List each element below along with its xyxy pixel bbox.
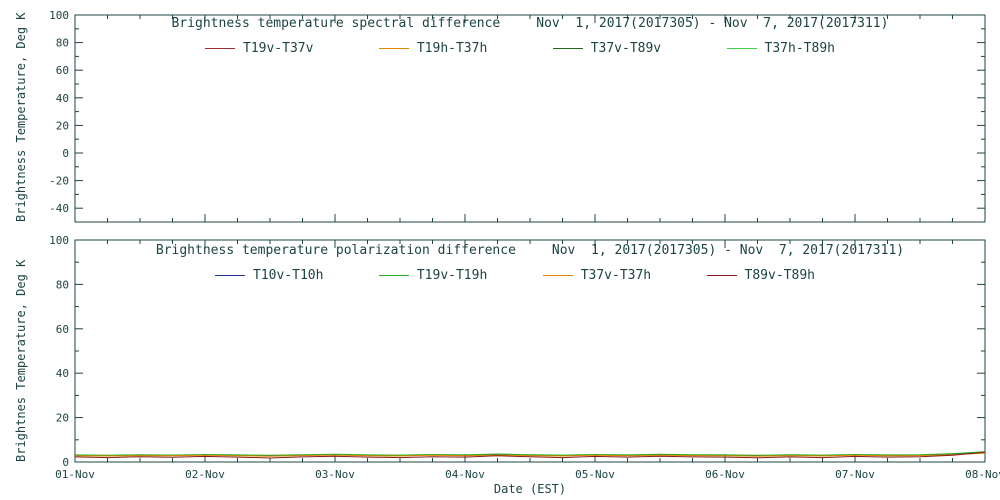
tick-label: 04-Nov bbox=[445, 468, 485, 481]
tick-label: 40 bbox=[56, 92, 69, 105]
legend-label: T19v-T19h bbox=[416, 268, 488, 283]
legend-label: T19h-T37h bbox=[416, 41, 488, 56]
tick-label: 07-Nov bbox=[835, 468, 875, 481]
polarization-chart-title-row: Brightness temperature polarization diff… bbox=[75, 243, 985, 258]
legend-item: T10v-T10h bbox=[215, 268, 323, 283]
tick-label: 02-Nov bbox=[185, 468, 225, 481]
spectral-chart-canvas: -40 -20 0 20 40 60 80 100 bbox=[49, 9, 986, 223]
tick-label: 0 bbox=[62, 456, 69, 469]
tick-label: 80 bbox=[56, 37, 69, 50]
legend-line-swatch bbox=[726, 48, 757, 49]
legend-item: T37h-T89h bbox=[726, 41, 835, 56]
legend-item: T37v-T37h bbox=[542, 268, 652, 283]
x-axis-label: Date (EST) bbox=[493, 482, 567, 496]
legend-line-swatch bbox=[378, 48, 409, 49]
legend-item: T89v-T89h bbox=[706, 268, 815, 283]
legend-label: T37v-T37h bbox=[580, 268, 652, 283]
spectral-chart-title: Brightness temperature spectral differen… bbox=[171, 16, 501, 31]
legend-line-swatch bbox=[205, 48, 235, 49]
tick-label: 40 bbox=[56, 367, 69, 380]
series-line-T37v-T37h bbox=[74, 452, 986, 457]
tick-label: 08-Nov bbox=[965, 468, 1000, 481]
tick-label: 05-Nov bbox=[575, 468, 615, 481]
tick-label: 60 bbox=[56, 323, 69, 336]
polarization-chart-y-axis-label: Brightnes Temperature, Deg K bbox=[14, 259, 28, 462]
spectral-chart-date-range: Nov 1, 2017(2017305) - Nov 7, 2017(20173… bbox=[536, 16, 889, 31]
spectral-chart-legend: T19v-T37v T19h-T37h T37v-T89v T37h-T89h bbox=[205, 41, 835, 56]
polarization-chart-date-range: Nov 1, 2017(2017305) - Nov 7, 2017(20173… bbox=[551, 243, 905, 258]
tick-label: 20 bbox=[56, 119, 69, 132]
tick-label: 100 bbox=[49, 9, 69, 22]
spectral-chart-title-row: Brightness temperature spectral differen… bbox=[75, 16, 985, 31]
tick-label: 60 bbox=[56, 64, 69, 77]
tick-label: 06-Nov bbox=[705, 468, 745, 481]
spectral-chart-y-axis-label: Brightness Temperature, Deg K bbox=[14, 12, 28, 222]
tick-label: -40 bbox=[49, 202, 69, 215]
tick-label: 0 bbox=[62, 147, 69, 160]
tick-label: 01-Nov bbox=[55, 468, 95, 481]
legend-item: T19v-T37v bbox=[205, 41, 313, 56]
tick-label: 20 bbox=[56, 412, 69, 425]
polarization-chart-legend: T10v-T10h T19v-T19h T37v-T37h T89v-T89h bbox=[215, 268, 815, 283]
polarization-chart-title: Brightness temperature polarization diff… bbox=[155, 243, 516, 258]
legend-line-swatch bbox=[706, 275, 737, 276]
legend-label: T10v-T10h bbox=[253, 268, 324, 283]
legend-line-swatch bbox=[378, 275, 409, 276]
tick-label: 03-Nov bbox=[315, 468, 355, 481]
polarization-chart-canvas: 0 20 40 60 80 100 01-Nov 02-Nov 03-Nov 04-Nov 05-N… bbox=[49, 235, 1000, 481]
tick-label: 80 bbox=[56, 278, 69, 291]
tick-label: -20 bbox=[49, 175, 69, 188]
series-line-T19v-T19h bbox=[74, 451, 986, 456]
series-line-T89v-T89h bbox=[74, 451, 986, 459]
tick-label: 100 bbox=[49, 235, 69, 247]
legend-line-swatch bbox=[552, 48, 583, 49]
legend-label: T37h-T89h bbox=[764, 41, 835, 56]
legend-label: T19v-T37v bbox=[243, 41, 314, 56]
legend-item: T19h-T37h bbox=[378, 41, 488, 56]
legend-label: T89v-T89h bbox=[744, 268, 815, 283]
legend-item: T37v-T89v bbox=[552, 41, 662, 56]
legend-item: T19v-T19h bbox=[378, 268, 488, 283]
legend-line-swatch bbox=[542, 275, 573, 276]
legend-line-swatch bbox=[215, 275, 245, 276]
legend-label: T37v-T89v bbox=[590, 41, 662, 56]
